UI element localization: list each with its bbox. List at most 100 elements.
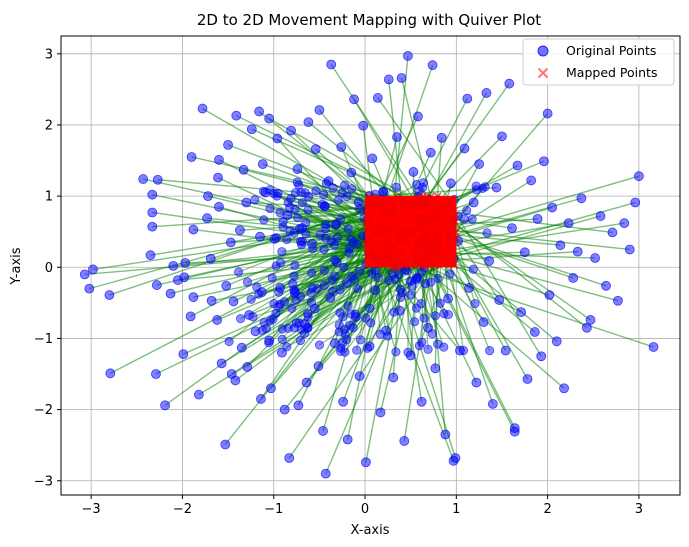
original-point (273, 188, 283, 198)
mapped-point-marker (450, 260, 459, 270)
original-point (160, 400, 170, 411)
mapped-point-marker (421, 227, 430, 237)
original-point (378, 186, 389, 197)
quiver-arrow (454, 113, 549, 222)
original-point (335, 308, 345, 318)
original-point (455, 345, 465, 356)
original-point (366, 318, 376, 328)
original-point (361, 457, 371, 468)
original-point (375, 407, 386, 418)
mapped-point-marker (414, 240, 423, 250)
original-point (364, 341, 375, 352)
mapped-point-marker (401, 259, 410, 268)
mapped-point-marker (451, 234, 460, 243)
mapped-point-marker (366, 240, 375, 249)
original-point (408, 167, 419, 177)
original-point (403, 51, 413, 61)
original-point (193, 389, 204, 400)
original-point (494, 295, 505, 305)
mapped-point-marker (390, 202, 399, 211)
mapped-point-marker (431, 261, 440, 270)
mapped-point-marker (370, 193, 379, 202)
original-point (241, 197, 252, 208)
original-point (336, 346, 346, 356)
original-point (367, 153, 378, 164)
original-point (333, 195, 343, 205)
original-point (297, 223, 307, 234)
original-point (205, 253, 216, 264)
original-point (435, 298, 445, 308)
original-point (301, 377, 312, 388)
mapped-point-marker (421, 257, 430, 266)
mapped-point-marker (443, 219, 452, 228)
original-point (343, 301, 353, 311)
original-point (246, 294, 256, 304)
legend-mapped-label: Mapped Points (566, 65, 657, 80)
original-point (391, 182, 401, 192)
original-point (242, 362, 253, 372)
original-point (439, 309, 449, 319)
original-point (370, 285, 380, 295)
original-point (471, 185, 482, 195)
original-point (214, 154, 224, 165)
mapped-point-marker (414, 222, 423, 231)
original-point (396, 292, 406, 303)
original-point (335, 285, 345, 295)
original-point (284, 453, 295, 463)
original-point (285, 226, 295, 236)
quiver-arrow (342, 261, 372, 344)
original-point (276, 258, 286, 268)
original-point (206, 295, 217, 306)
original-point (445, 269, 455, 279)
original-point (462, 205, 472, 216)
original-point (365, 303, 375, 313)
original-point (331, 257, 342, 268)
original-point (180, 258, 191, 268)
original-point (358, 120, 369, 131)
mapped-point-marker (392, 262, 401, 271)
original-point (347, 271, 357, 281)
original-point (547, 202, 558, 213)
mapped-point-marker (384, 211, 393, 220)
original-point (572, 246, 583, 257)
original-point (235, 225, 245, 236)
original-point (293, 400, 304, 411)
original-point (290, 260, 300, 270)
y-axis-label: Y-axis (9, 247, 24, 285)
original-point (202, 213, 212, 224)
original-point (314, 340, 325, 350)
original-point (516, 307, 527, 318)
original-point (430, 311, 440, 321)
original-point (613, 295, 623, 306)
original-point (345, 320, 355, 330)
y-axis: −3 −2 −1 0 1 2 3 (34, 47, 61, 489)
original-point (233, 267, 244, 277)
mapped-point-marker (405, 195, 414, 204)
mapped-point-marker (413, 248, 422, 257)
quiver-arrow (225, 227, 368, 287)
original-point (224, 336, 234, 347)
original-point (307, 238, 317, 249)
original-point (303, 205, 313, 215)
mapped-point-marker (430, 247, 439, 256)
original-point (355, 335, 366, 345)
original-point (522, 374, 533, 384)
original-point (290, 188, 301, 198)
mapped-point-marker (427, 259, 436, 268)
original-point (269, 299, 279, 309)
original-point (213, 172, 223, 183)
original-point (391, 347, 401, 357)
original-point (104, 290, 115, 300)
mapped-point-marker (451, 228, 460, 237)
original-point (289, 271, 299, 281)
original-point (321, 233, 331, 243)
original-point (329, 240, 340, 250)
original-point (433, 273, 443, 283)
original-point (568, 273, 579, 283)
mapped-point-marker (390, 262, 399, 272)
mapped-point-marker (364, 234, 373, 243)
original-point (299, 328, 310, 338)
mapped-point-marker (398, 201, 407, 211)
quiver-arrow (449, 197, 582, 237)
original-point (303, 117, 314, 128)
